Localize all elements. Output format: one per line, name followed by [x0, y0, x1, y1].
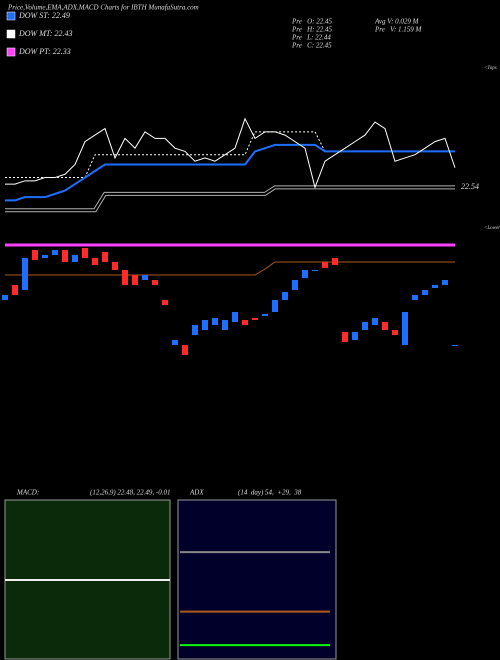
candle — [362, 322, 368, 330]
stat: Pre H: 22.45 — [291, 26, 332, 34]
price-line — [5, 186, 455, 212]
candle — [112, 262, 118, 270]
candle — [32, 250, 38, 260]
price-line — [5, 143, 455, 202]
candle — [172, 340, 178, 345]
price-line — [5, 117, 456, 189]
candle — [302, 270, 308, 278]
legend-swatch — [6, 47, 16, 57]
stat: Pre O: 22.45 — [291, 18, 332, 26]
stat: Pre C: 22.45 — [291, 42, 332, 50]
candle — [42, 255, 48, 258]
candle — [412, 295, 418, 300]
candle — [12, 285, 18, 295]
candle — [52, 250, 58, 255]
candle — [102, 252, 108, 262]
candle — [452, 345, 458, 346]
candle — [92, 258, 98, 265]
candle — [232, 312, 238, 322]
last-price-label: 22.54 — [461, 182, 479, 191]
candle — [142, 275, 148, 280]
panel-params: (12,26,9) 22.48, 22.49, -0.01 — [90, 489, 171, 497]
candle — [152, 280, 158, 285]
candle — [162, 300, 168, 305]
candle — [282, 292, 288, 300]
candle — [352, 332, 358, 340]
legend-label: DOW ST: 22.49 — [18, 11, 70, 20]
candle — [132, 275, 138, 285]
price-line — [5, 261, 455, 276]
volume-stat: Avg V: 0.029 M — [374, 18, 420, 26]
panel-name: ADX — [189, 489, 204, 497]
candle — [22, 258, 28, 290]
panel-params: (14 day) 54, +29, 38 — [238, 489, 302, 497]
legend-swatch — [6, 29, 16, 39]
title: Price,Volume,EMA,ADX,MACD Charts for IBT… — [7, 4, 199, 12]
candle — [402, 312, 408, 345]
legend-label: DOW MT: 22.43 — [18, 29, 73, 38]
candle — [222, 320, 228, 330]
candle — [432, 285, 438, 288]
candle — [292, 280, 298, 290]
candle — [372, 318, 378, 325]
candle — [272, 300, 278, 312]
volume-stat: Pre V: 1.159 M — [374, 26, 422, 34]
candle — [202, 320, 208, 330]
candle — [262, 314, 268, 316]
panel-name: MACD: — [16, 489, 39, 497]
candle — [322, 262, 328, 268]
edge-label: <Lower — [484, 226, 500, 231]
candle — [332, 258, 338, 265]
stat: Pre L: 22.44 — [291, 34, 331, 42]
candle — [342, 332, 348, 342]
legend-swatch — [6, 11, 16, 21]
candle — [442, 280, 448, 285]
candle — [182, 345, 188, 355]
panel — [177, 499, 337, 660]
candle — [82, 248, 88, 258]
candle — [312, 270, 318, 271]
candle — [192, 325, 198, 335]
candle — [252, 318, 258, 320]
candle — [62, 250, 68, 262]
candle — [2, 295, 8, 300]
candle — [72, 255, 78, 262]
legend-label: DOW PT: 22.33 — [18, 47, 71, 56]
candle — [242, 320, 248, 325]
candle — [122, 270, 128, 285]
candle — [422, 290, 428, 295]
candle — [392, 330, 398, 335]
candle — [212, 318, 218, 325]
edge-label: <Tops — [484, 66, 497, 71]
candle — [382, 322, 388, 330]
